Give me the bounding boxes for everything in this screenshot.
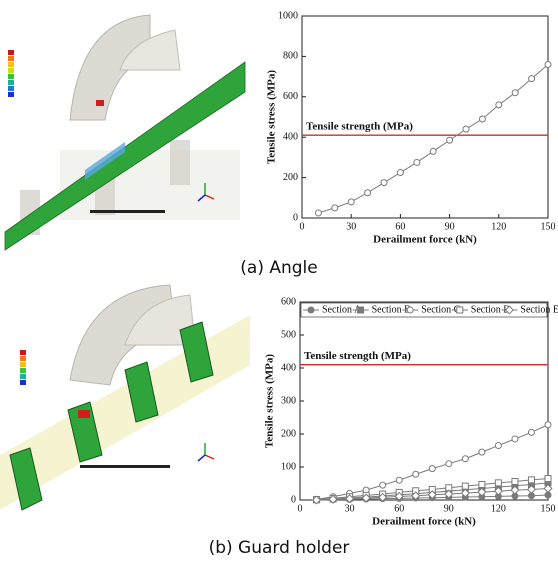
y-tick-label: 600 — [281, 296, 296, 307]
data-point — [365, 190, 371, 196]
reference-label: Tensile strength (MPa) — [304, 350, 411, 362]
x-tick-label: 30 — [345, 503, 355, 514]
x-tick-label: 150 — [541, 503, 556, 514]
y-tick-label: 600 — [283, 91, 298, 102]
data-point — [495, 443, 501, 449]
caption: (b) Guard holder — [209, 538, 350, 558]
data-point — [529, 76, 535, 82]
data-point — [512, 90, 518, 96]
data-point — [447, 137, 453, 143]
data-point — [381, 180, 387, 186]
y-tick-label: 1000 — [278, 10, 298, 21]
x-tick-label: 0 — [300, 221, 305, 232]
data-point — [512, 479, 518, 485]
data-point — [496, 102, 502, 108]
data-point — [429, 466, 435, 472]
x-tick-label: 30 — [346, 221, 356, 232]
legend-marker — [358, 307, 364, 313]
y-tick-label: 500 — [281, 329, 296, 340]
fea-image-guard-holder — [0, 285, 250, 510]
data-point — [528, 477, 534, 483]
data-point — [545, 476, 551, 482]
y-tick-label: 100 — [281, 461, 296, 472]
legend-marker — [308, 307, 314, 313]
data-point — [463, 126, 469, 132]
x-tick-label: 120 — [491, 221, 506, 232]
x-tick-label: 90 — [444, 503, 454, 514]
plot-frame — [300, 302, 548, 500]
y-axis-title: Tensile stress (MPa) — [264, 354, 276, 448]
y-tick-label: 400 — [283, 131, 298, 142]
data-point — [479, 116, 485, 122]
data-point — [413, 471, 419, 477]
data-point — [512, 436, 518, 442]
reference-label: Tensile strength (MPa) — [306, 121, 413, 133]
data-point — [397, 170, 403, 176]
data-point — [462, 483, 468, 489]
y-tick-label: 300 — [281, 395, 296, 406]
legend-marker — [457, 307, 463, 313]
data-point — [446, 461, 452, 467]
data-point — [396, 477, 402, 483]
data-point — [348, 199, 354, 205]
figure: 030609012015002004006008001000Derailment… — [0, 0, 558, 561]
x-tick-label: 60 — [395, 221, 405, 232]
x-axis-title: Derailment force (kN) — [373, 234, 477, 246]
data-point — [430, 148, 436, 154]
data-point — [479, 449, 485, 455]
y-tick-label: 0 — [293, 212, 298, 223]
legend-marker — [407, 307, 413, 313]
x-tick-label: 90 — [445, 221, 455, 232]
y-tick-label: 800 — [283, 51, 298, 62]
data-point — [332, 205, 338, 211]
legend-label: Section E — [520, 304, 558, 315]
data-point — [545, 422, 551, 428]
data-point — [479, 481, 485, 487]
plot-frame — [302, 16, 548, 218]
fea-image-angle — [5, 15, 245, 250]
data-point — [414, 159, 420, 165]
data-point — [545, 61, 551, 67]
x-tick-label: 120 — [491, 503, 506, 514]
data-point — [380, 482, 386, 488]
data-point — [528, 429, 534, 435]
y-tick-label: 400 — [281, 362, 296, 373]
x-axis-title: Derailment force (kN) — [372, 516, 476, 528]
data-point — [495, 480, 501, 486]
y-tick-label: 200 — [283, 172, 298, 183]
x-tick-label: 0 — [298, 503, 303, 514]
y-axis-title: Tensile stress (MPa) — [266, 70, 278, 164]
y-tick-label: 200 — [281, 428, 296, 439]
x-tick-label: 150 — [541, 221, 556, 232]
y-tick-label: 0 — [291, 494, 296, 505]
series-line — [318, 64, 548, 212]
x-tick-label: 60 — [394, 503, 404, 514]
data-point — [315, 210, 321, 216]
caption: (a) Angle — [240, 258, 317, 278]
data-point — [462, 456, 468, 462]
